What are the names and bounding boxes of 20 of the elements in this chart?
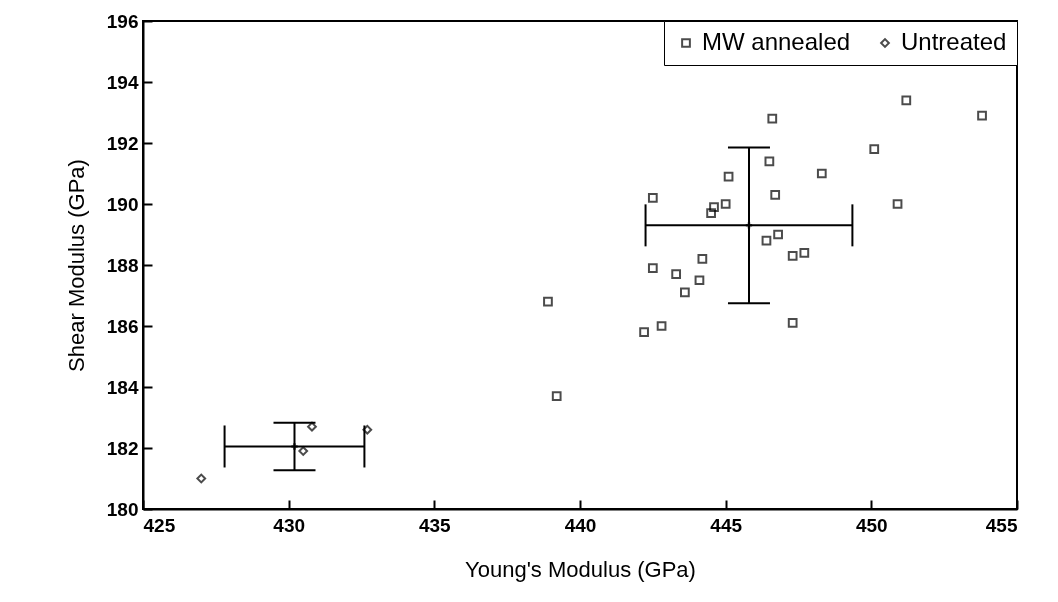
y-tick-label: 186 bbox=[106, 315, 139, 337]
y-tick-label: 194 bbox=[106, 71, 139, 93]
y-tick-label: 196 bbox=[106, 10, 139, 32]
y-tick-label: 188 bbox=[106, 254, 139, 276]
y-tick-label: 182 bbox=[106, 437, 139, 459]
legend-label: Untreated bbox=[901, 28, 1007, 55]
x-axis-title: Young's Modulus (GPa) bbox=[465, 556, 696, 582]
x-tick-label: 435 bbox=[418, 514, 452, 536]
y-tick-label: 190 bbox=[106, 193, 139, 215]
x-tick-label: 445 bbox=[710, 514, 743, 536]
y-tick-label: 184 bbox=[106, 376, 139, 398]
x-tick-label: 455 bbox=[985, 514, 1018, 536]
x-tick-label: 440 bbox=[564, 514, 597, 536]
y-tick-label: 192 bbox=[106, 132, 139, 154]
x-tick-label: 425 bbox=[143, 514, 176, 536]
y-tick-label: 180 bbox=[106, 498, 139, 520]
x-tick-label: 430 bbox=[273, 514, 306, 536]
y-axis-title: Shear Modulus (GPa) bbox=[63, 159, 89, 372]
legend-label: MW annealed bbox=[702, 28, 851, 55]
x-tick-label: 450 bbox=[855, 514, 888, 536]
